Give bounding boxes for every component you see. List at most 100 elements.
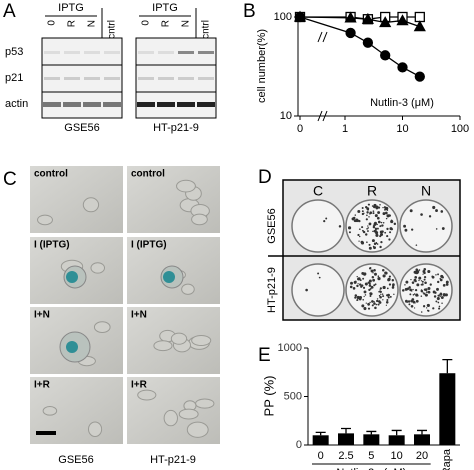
colony bbox=[424, 281, 427, 285]
lane-label: N bbox=[87, 20, 98, 27]
colony bbox=[382, 285, 386, 290]
micrograph-label: I+N bbox=[131, 310, 147, 321]
colony bbox=[386, 298, 389, 301]
colony bbox=[405, 280, 409, 284]
cell bbox=[195, 398, 215, 409]
colony bbox=[373, 284, 376, 287]
colony bbox=[429, 283, 432, 286]
colony bbox=[425, 291, 428, 293]
cell-line-label: HT-p21-9 bbox=[150, 454, 196, 466]
colony bbox=[431, 275, 434, 278]
cell bbox=[153, 340, 173, 352]
dish bbox=[291, 199, 345, 253]
lane-label: 0 bbox=[141, 20, 152, 26]
colony bbox=[439, 278, 443, 282]
y-tick-label: 100 bbox=[274, 11, 292, 23]
colony bbox=[380, 241, 383, 244]
marker bbox=[294, 11, 306, 23]
colony bbox=[371, 300, 374, 303]
colony bbox=[359, 235, 361, 238]
x-tick-label: 2.5 bbox=[338, 450, 353, 462]
bar bbox=[414, 434, 430, 445]
colony bbox=[358, 219, 361, 223]
colony bbox=[367, 225, 369, 227]
colony bbox=[354, 281, 357, 283]
band bbox=[178, 51, 194, 54]
colony bbox=[377, 277, 381, 281]
colony bbox=[437, 273, 439, 276]
colony bbox=[376, 223, 378, 226]
y-tick-label: 0 bbox=[296, 439, 302, 451]
colony bbox=[379, 225, 382, 228]
error-bar bbox=[391, 429, 402, 436]
band bbox=[178, 77, 194, 80]
band bbox=[104, 51, 120, 54]
colony bbox=[363, 307, 367, 311]
error-bar bbox=[341, 427, 351, 434]
marker bbox=[413, 20, 426, 32]
micrograph-label: control bbox=[131, 169, 165, 180]
colony bbox=[365, 302, 367, 304]
colony bbox=[384, 231, 387, 234]
colony bbox=[358, 240, 360, 242]
colony bbox=[376, 227, 379, 230]
marker bbox=[345, 27, 356, 39]
colony bbox=[377, 303, 380, 306]
colony bbox=[374, 214, 378, 218]
colony bbox=[389, 227, 393, 231]
colony bbox=[418, 269, 421, 271]
colony bbox=[375, 205, 379, 209]
y-tick-label: 1000 bbox=[278, 342, 302, 354]
colony bbox=[377, 206, 381, 209]
marker bbox=[361, 12, 374, 24]
colony bbox=[382, 206, 384, 209]
colony bbox=[386, 295, 389, 297]
colony bbox=[368, 307, 370, 310]
colony bbox=[404, 287, 408, 291]
cell bbox=[37, 214, 53, 226]
micrograph-label: I+R bbox=[34, 380, 51, 391]
colony bbox=[441, 276, 444, 279]
colony bbox=[305, 288, 308, 292]
colony bbox=[381, 293, 384, 295]
colony bbox=[362, 298, 365, 301]
colony bbox=[366, 214, 368, 217]
x-tick-label: 20 bbox=[416, 450, 428, 462]
colony bbox=[363, 295, 365, 298]
colony bbox=[364, 233, 368, 236]
marker bbox=[397, 62, 408, 73]
colony bbox=[379, 287, 382, 290]
colony bbox=[393, 222, 397, 226]
colony bbox=[373, 246, 376, 250]
colony bbox=[421, 283, 424, 286]
colony bbox=[373, 242, 377, 246]
colony bbox=[376, 243, 379, 245]
colony bbox=[426, 303, 430, 308]
annotation: Nutlin-3 (μM) bbox=[370, 97, 434, 109]
colony bbox=[410, 305, 414, 308]
colony bbox=[403, 224, 407, 228]
colony bbox=[435, 228, 438, 230]
bar bbox=[312, 435, 329, 445]
colony bbox=[366, 241, 368, 243]
colony bbox=[414, 289, 418, 292]
colony bbox=[402, 289, 405, 292]
error-bar bbox=[366, 430, 377, 435]
colony bbox=[408, 303, 411, 306]
colony bbox=[369, 212, 371, 215]
colony bbox=[422, 273, 424, 275]
colony bbox=[359, 283, 362, 286]
colony bbox=[356, 275, 358, 278]
band bbox=[137, 102, 155, 107]
colony bbox=[420, 280, 422, 282]
colony bbox=[354, 296, 357, 299]
colony bbox=[438, 294, 441, 296]
colony bbox=[441, 302, 443, 305]
band bbox=[63, 102, 81, 107]
lane-label: R bbox=[161, 20, 172, 27]
colony bbox=[412, 293, 415, 296]
colony bbox=[347, 226, 352, 230]
bar bbox=[363, 434, 380, 445]
colony bbox=[384, 211, 388, 215]
marker bbox=[362, 37, 374, 48]
